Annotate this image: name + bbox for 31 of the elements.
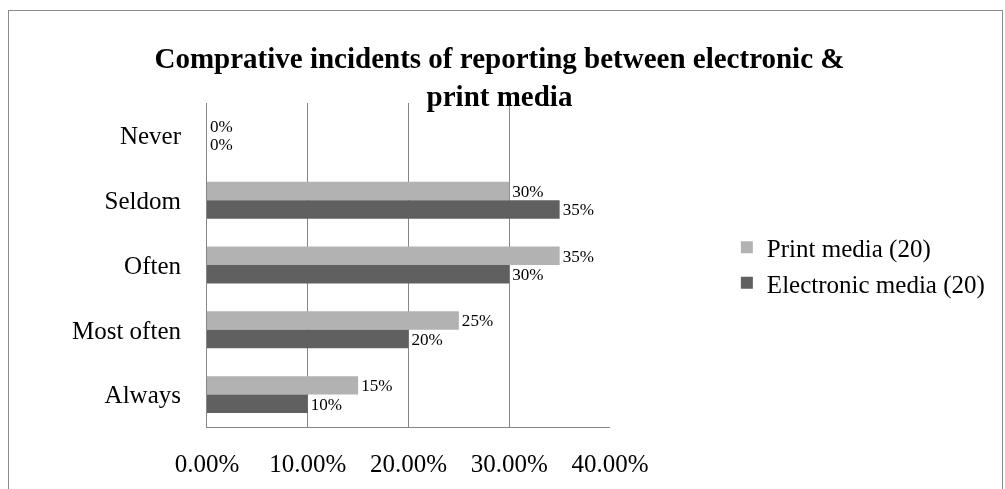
bar <box>207 246 560 265</box>
bar <box>207 394 308 414</box>
data-label: 25% <box>461 311 494 331</box>
data-label: 10% <box>310 394 343 414</box>
data-label: 30% <box>512 181 544 201</box>
legend-label: Electronic media (20) <box>766 270 985 299</box>
bar <box>207 329 409 349</box>
y-tick-label: Often <box>124 251 182 279</box>
x-tick-label: 40.00% <box>571 450 649 477</box>
bar <box>207 311 459 330</box>
data-label: 15% <box>361 376 393 396</box>
y-tick-label: Most often <box>71 316 182 344</box>
data-label: 35% <box>562 246 594 266</box>
data-label: 20% <box>411 329 443 349</box>
bar <box>207 265 510 284</box>
bar <box>207 181 510 201</box>
x-tick-label: 0.00% <box>174 450 240 477</box>
bar <box>207 200 560 219</box>
legend-label: Print media (20) <box>766 235 931 263</box>
y-tick-label: Seldom <box>104 186 182 214</box>
data-label: 30% <box>512 265 544 285</box>
y-tick-label: Never <box>119 122 182 150</box>
x-tick-label: 10.00% <box>269 450 347 477</box>
data-label: 0% <box>210 135 233 155</box>
chart-title: Comprative incidents of reporting between electronic & print media <box>154 42 845 112</box>
data-label: 0% <box>210 116 233 136</box>
y-tick-label: Always <box>104 381 181 409</box>
x-tick-label: 20.00% <box>369 450 448 477</box>
x-tick-label: 30.00% <box>470 450 548 477</box>
data-label: 35% <box>562 200 594 220</box>
bar <box>207 376 359 395</box>
